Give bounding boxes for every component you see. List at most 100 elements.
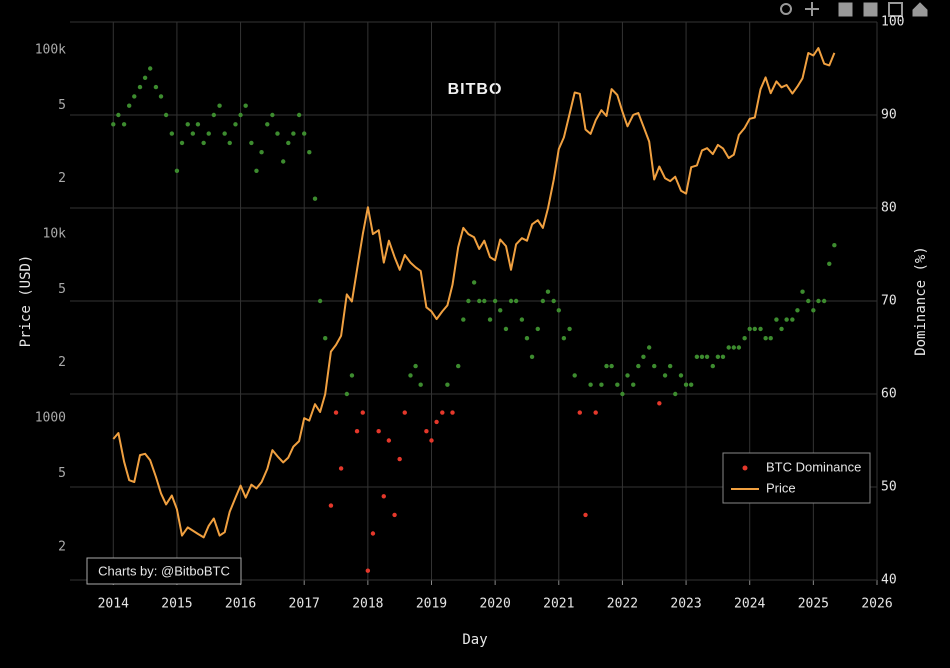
dominance-point	[317, 298, 323, 304]
dominance-point	[259, 150, 264, 155]
x-tick-label: 2016	[225, 597, 256, 612]
price-line	[112, 47, 836, 539]
dominance-point	[742, 336, 747, 341]
x-tick-label: 2018	[352, 597, 383, 612]
y-tick-label: 2	[58, 355, 66, 370]
legend-marker	[742, 465, 748, 471]
y2-tick-label: 100	[881, 15, 904, 30]
dominance-point	[466, 298, 471, 304]
dominance-point	[667, 363, 673, 369]
dominance-point	[338, 466, 344, 471]
dominance-point	[779, 326, 784, 332]
dominance-point	[631, 382, 636, 387]
legend-box	[722, 452, 871, 504]
pan-button[interactable]	[805, 2, 819, 16]
y-tick-label: 10k	[43, 227, 67, 242]
y2-axis-title: Dominance (%)	[913, 246, 929, 356]
dominance-point	[153, 84, 159, 90]
legend-label: Price	[766, 480, 796, 495]
dominance-point	[498, 308, 503, 313]
dominance-point	[249, 140, 254, 146]
dominance-point	[354, 429, 360, 434]
zoom-button[interactable]	[780, 3, 792, 15]
dominance-point	[646, 345, 652, 350]
dominance-point	[137, 84, 143, 90]
dominance-point	[800, 289, 805, 294]
x-tick-label: 2021	[543, 597, 574, 612]
y2-tick-label: 60	[881, 387, 897, 402]
dominance-point	[588, 382, 593, 387]
dominance-point	[179, 140, 185, 146]
dominance-point	[440, 410, 445, 415]
dominance-point	[381, 494, 386, 499]
dominance-point	[625, 373, 630, 378]
dominance-point	[201, 140, 206, 146]
dominance-point	[307, 150, 312, 155]
dominance-point	[333, 410, 339, 415]
dominance-point	[821, 298, 827, 304]
autoscale-button[interactable]	[888, 2, 903, 17]
dominance-point	[503, 326, 509, 332]
reset-button[interactable]	[912, 2, 928, 17]
y2-tick-label: 70	[881, 294, 897, 309]
x-tick-label: 2024	[734, 597, 765, 612]
dominance-point	[599, 382, 604, 387]
dominance-point	[577, 410, 582, 415]
dominance-point	[604, 363, 609, 369]
x-tick-label: 2026	[861, 597, 892, 612]
dominance-point	[768, 336, 773, 341]
dominance-point	[344, 391, 350, 397]
zoom-in-button[interactable]	[838, 2, 853, 17]
dominance-point	[699, 354, 705, 359]
dominance-point	[328, 503, 334, 508]
dominance-point	[349, 373, 355, 378]
dominance-point	[429, 438, 434, 443]
dominance-point	[365, 568, 371, 573]
dominance-point	[561, 336, 567, 341]
dominance-point	[222, 131, 227, 136]
y2-tick-label: 80	[881, 201, 897, 216]
dominance-point	[620, 391, 625, 397]
dominance-point	[583, 512, 588, 518]
dominance-point	[747, 326, 752, 332]
dominance-point	[567, 326, 572, 332]
dominance-point	[529, 354, 535, 359]
dominance-point	[434, 419, 439, 425]
y2-tick-label: 40	[881, 573, 897, 588]
y-tick-label: 2	[58, 539, 66, 554]
dominance-point	[726, 345, 731, 350]
legend-label: BTC Dominance	[766, 459, 861, 474]
x-tick-label: 2022	[607, 597, 638, 612]
dominance-point	[752, 326, 758, 332]
dominance-point	[572, 373, 577, 378]
dominance-point	[450, 410, 455, 415]
dominance-point	[678, 373, 684, 378]
dominance-point	[487, 317, 493, 322]
dominance-point	[386, 438, 392, 443]
x-axis-title: Day	[462, 632, 487, 648]
dominance-point	[508, 298, 514, 304]
x-tick-label: 2014	[98, 597, 129, 612]
dominance-point	[265, 122, 270, 127]
dominance-point	[816, 298, 821, 304]
dominance-point	[312, 196, 318, 201]
x-tick-label: 2015	[161, 597, 192, 612]
dominance-point	[142, 75, 148, 81]
dominance-point	[445, 382, 450, 387]
dominance-point	[360, 410, 365, 415]
dominance-point	[238, 112, 243, 118]
dominance-point	[477, 298, 482, 304]
dominance-point	[652, 363, 657, 369]
dominance-point	[132, 94, 137, 99]
y-axis-title: Price (USD)	[18, 255, 34, 348]
dominance-point	[806, 298, 811, 304]
dominance-point	[413, 363, 418, 369]
y-tick-label: 2	[58, 171, 66, 186]
dominance-point	[217, 103, 222, 108]
dominance-point	[784, 317, 789, 322]
y-tick-label: 5	[58, 466, 66, 481]
y-tick-label: 5	[58, 282, 66, 297]
zoom-out-button[interactable]	[863, 2, 878, 17]
dominance-point	[195, 122, 201, 127]
